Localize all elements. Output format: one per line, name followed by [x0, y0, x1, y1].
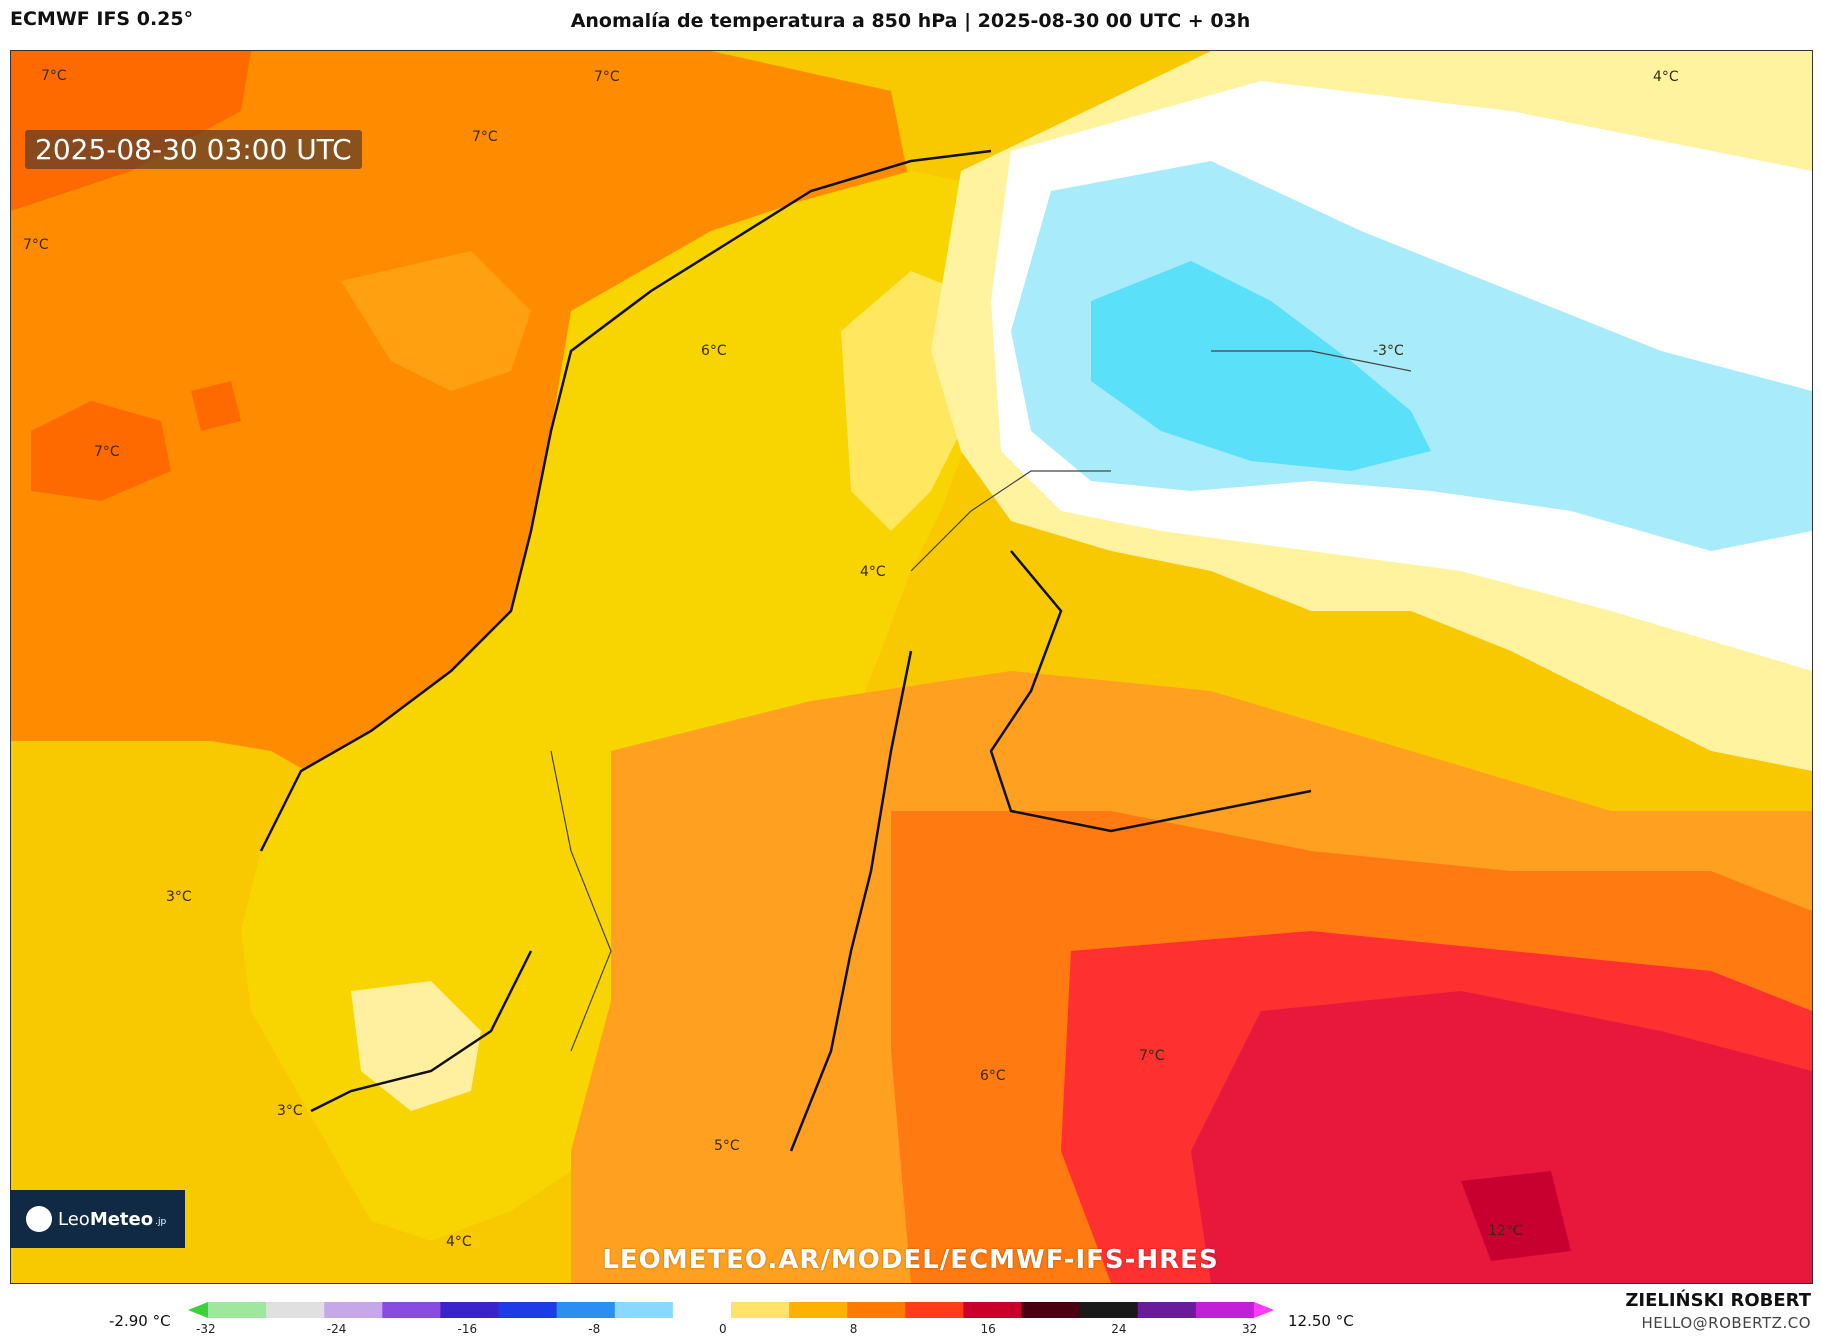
colorbar-max-arrow — [1254, 1302, 1274, 1318]
colorbar-segment — [731, 1302, 790, 1318]
coastline — [259, 149, 1312, 1152]
colorbar-segment — [324, 1302, 383, 1318]
chart-title: Anomalía de temperatura a 850 hPa | 2025… — [570, 10, 1251, 32]
colorbar-tick-label: -8 — [588, 1322, 601, 1336]
colorbar-min-label: -2.90 °C — [109, 1312, 171, 1330]
colorbar-segment — [789, 1302, 848, 1318]
colorbar-tick-label: 8 — [849, 1322, 858, 1336]
sun-icon — [26, 1206, 52, 1232]
leometeo-logo[interactable]: Leo Meteo .jp — [10, 1190, 185, 1248]
isotherm-label: 6°C — [701, 343, 727, 359]
colorbar-segment — [1137, 1302, 1197, 1318]
author-email[interactable]: HELLO@ROBERTZ.CO — [1641, 1314, 1811, 1332]
colorbar-tick-label: -16 — [457, 1322, 478, 1336]
colorbar-tick-label: 16 — [980, 1322, 996, 1336]
valid-time-badge: 2025-08-30 03:00 UTC — [25, 130, 362, 169]
isotherm-label: 3°C — [277, 1103, 303, 1119]
isotherm-label: 7°C — [594, 69, 620, 85]
isotherm-label: 4°C — [860, 564, 886, 580]
colorbar-segment — [556, 1302, 616, 1318]
isotherm-label: 7°C — [472, 129, 498, 145]
map-canvas[interactable]: 2025-08-30 03:00 UTC 7°C 7°C 7°C 7°C 7°C… — [10, 50, 1813, 1284]
isotherm-label: 6°C — [980, 1068, 1006, 1084]
colorbar-tick-label: 0 — [719, 1322, 727, 1336]
source-url-watermark: LEOMETEO.AR/MODEL/ECMWF-IFS-HRES — [602, 1245, 1219, 1275]
warm-anomaly-region — [11, 51, 911, 791]
colorbar-segment — [905, 1302, 964, 1318]
isotherm-label: -3°C — [1373, 343, 1404, 359]
isotherm-label: 7°C — [94, 444, 120, 460]
colorbar-segment — [440, 1302, 500, 1318]
isotherm-label: 3°C — [166, 889, 192, 905]
colorbar-min-arrow — [188, 1302, 208, 1318]
colorbar-tick-label: 32 — [1242, 1322, 1258, 1336]
colorbar-tick-label: -32 — [196, 1322, 216, 1336]
model-name: ECMWF IFS 0.25° — [10, 8, 194, 30]
colorbar-segment — [963, 1302, 1023, 1318]
colorbar-segment — [266, 1302, 325, 1318]
colorbar — [188, 1302, 1274, 1318]
colorbar-segment — [382, 1302, 441, 1318]
colorbar-tick-label: 24 — [1111, 1322, 1127, 1336]
isotherm-label: 5°C — [714, 1138, 740, 1154]
colorbar-segment — [614, 1302, 674, 1318]
colorbar-segment — [1021, 1302, 1081, 1318]
colorbar-segment — [498, 1302, 558, 1318]
cold-anomaly-region — [1011, 161, 1812, 551]
logo-text-bold: Meteo — [89, 1208, 154, 1230]
isotherm-label: 4°C — [1653, 69, 1679, 85]
colorbar-segment — [1079, 1302, 1139, 1318]
colorbar-segment — [208, 1302, 267, 1318]
anomaly-map-shapes — [11, 51, 1812, 1283]
logo-suffix: .jp — [155, 1217, 167, 1227]
scandinavia-land — [241, 171, 1041, 1241]
isotherm-label: 4°C — [446, 1234, 472, 1250]
colorbar-segment — [1195, 1302, 1255, 1318]
isotherm-label: 7°C — [23, 237, 49, 253]
isotherm-label: 12°C — [1488, 1223, 1523, 1239]
colorbar-segment — [847, 1302, 906, 1318]
isotherm-label: 7°C — [1139, 1048, 1165, 1064]
author-name: ZIELIŃSKI ROBERT — [1625, 1290, 1811, 1311]
colorbar-segment — [672, 1302, 732, 1318]
colorbar-tick-label: -24 — [326, 1322, 347, 1336]
logo-text-light: Leo — [58, 1208, 90, 1230]
isotherm-label: 7°C — [41, 68, 67, 84]
colorbar-max-label: 12.50 °C — [1288, 1312, 1354, 1330]
